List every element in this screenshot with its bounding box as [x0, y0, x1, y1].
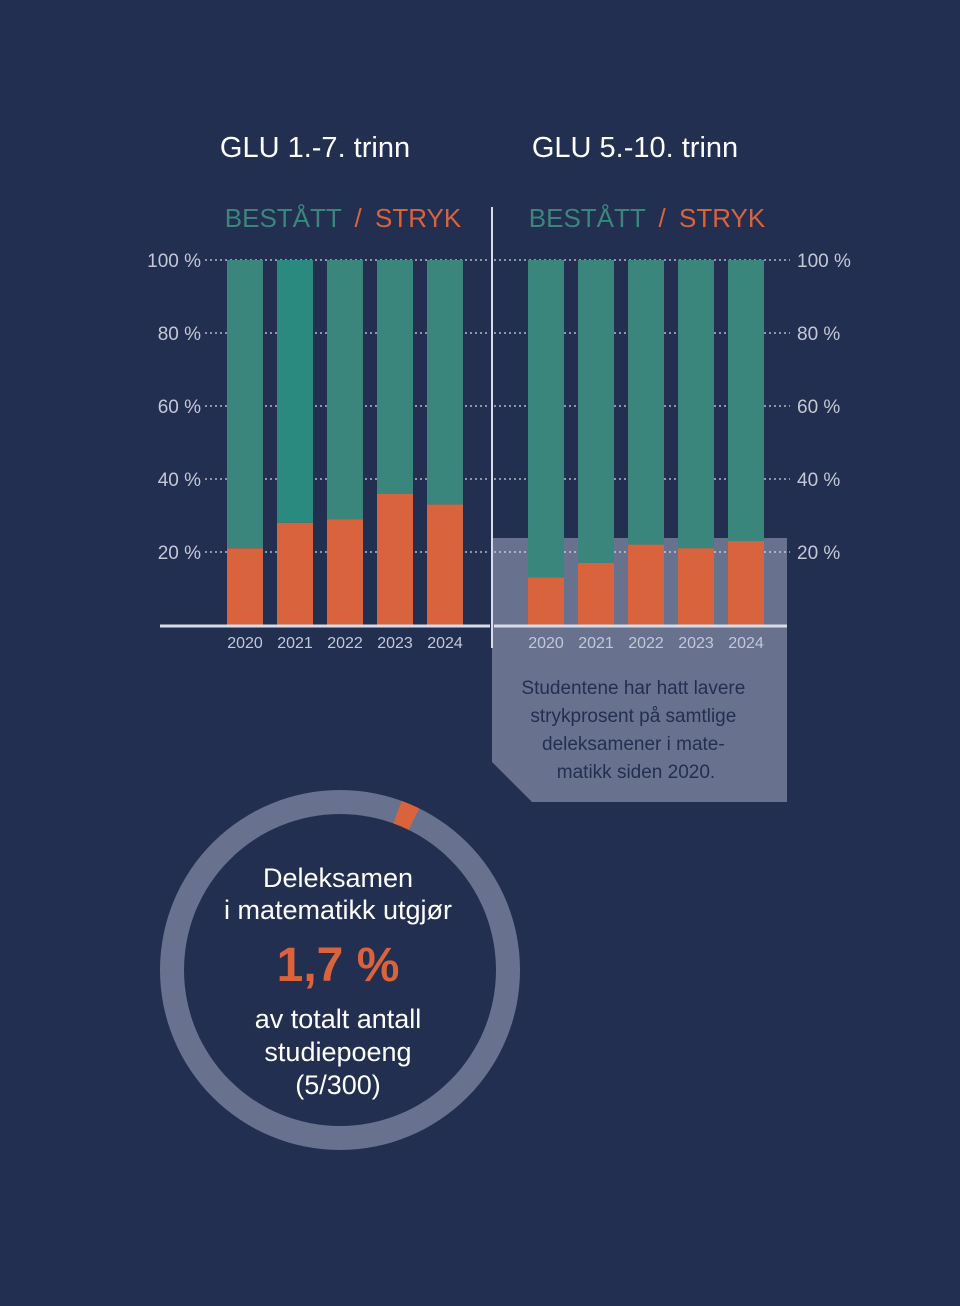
- y-tick-label: 100 %: [147, 251, 201, 272]
- x-tick-label: 2024: [728, 635, 764, 652]
- bar-failed: [377, 493, 413, 625]
- x-tick-label: 2023: [377, 635, 413, 652]
- bar-passed: [427, 260, 463, 505]
- bar-passed: [628, 260, 664, 545]
- bar-failed: [528, 577, 564, 625]
- x-tick-label: 2020: [528, 635, 564, 652]
- legend-left: BESTÅTT / STRYK: [225, 203, 462, 233]
- donut-highlight-value: 1,7 %: [277, 939, 400, 992]
- bar-passed: [277, 260, 313, 523]
- legend-passed-label: BESTÅTT: [529, 203, 646, 233]
- legend-failed-label: STRYK: [679, 203, 766, 233]
- donut-line-1: Deleksamen: [263, 863, 413, 893]
- chart-left: 20 % 40 % 60 % 80 % 100 % 2020 2021 2022 2023 202…: [147, 251, 490, 652]
- x-tick-label: 2024: [427, 635, 463, 652]
- y-tick-label: 80 %: [797, 324, 840, 345]
- bar-passed: [227, 260, 263, 549]
- bar-failed: [277, 522, 313, 625]
- bar-passed: [327, 260, 363, 520]
- x-tick-label: 2022: [628, 635, 664, 652]
- x-tick-label: 2021: [578, 635, 614, 652]
- donut-hole: [184, 814, 496, 1126]
- y-tick-label: 60 %: [797, 397, 840, 418]
- bar-failed: [578, 562, 614, 625]
- note-line: matikk siden 2020.: [557, 762, 715, 783]
- bar-passed: [578, 260, 614, 563]
- bar-failed: [678, 548, 714, 625]
- y-tick-label: 20 %: [158, 543, 201, 564]
- legend-separator: /: [355, 203, 363, 233]
- donut-line-2: i matematikk utgjør: [224, 895, 452, 925]
- x-tick-label: 2022: [327, 635, 363, 652]
- y-tick-label: 100 %: [797, 251, 851, 272]
- x-tick-label: 2020: [227, 635, 263, 652]
- donut-line-3: av totalt antall: [255, 1004, 422, 1034]
- x-tick-label: 2023: [678, 635, 714, 652]
- y-tick-label: 60 %: [158, 397, 201, 418]
- chart-right: 20 % 40 % 60 % 80 % 100 % 2020 2021 2022 2023 202…: [494, 251, 851, 652]
- legend-failed-label: STRYK: [375, 203, 462, 233]
- donut-line-4: studiepoeng: [264, 1037, 411, 1067]
- y-tick-label: 40 %: [797, 470, 840, 491]
- y-tick-label: 40 %: [158, 470, 201, 491]
- note-line: deleksamener i mate-: [542, 734, 725, 755]
- bar-passed: [728, 260, 764, 542]
- note-text: Studentene har hatt lavere strykprosent …: [521, 678, 750, 783]
- x-tick-label: 2021: [277, 635, 313, 652]
- bar-failed: [728, 541, 764, 625]
- chart-title-left: GLU 1.-7. trinn: [220, 132, 410, 164]
- bar-passed: [528, 260, 564, 578]
- legend-passed-label: BESTÅTT: [225, 203, 342, 233]
- donut-line-5: (5/300): [295, 1070, 381, 1100]
- legend-separator: /: [659, 203, 667, 233]
- bar-failed: [227, 548, 263, 625]
- bar-passed: [377, 260, 413, 494]
- bar-passed: [678, 260, 714, 549]
- chart-title-right: GLU 5.-10. trinn: [532, 132, 738, 164]
- bar-failed: [427, 504, 463, 625]
- note-line: Studentene har hatt lavere: [521, 678, 745, 699]
- bar-failed: [327, 519, 363, 625]
- y-tick-label: 20 %: [797, 543, 840, 564]
- bar-failed: [628, 544, 664, 625]
- y-tick-label: 80 %: [158, 324, 201, 345]
- legend-right: BESTÅTT / STRYK: [529, 203, 766, 233]
- note-line: strykprosent på samtlige: [530, 706, 736, 727]
